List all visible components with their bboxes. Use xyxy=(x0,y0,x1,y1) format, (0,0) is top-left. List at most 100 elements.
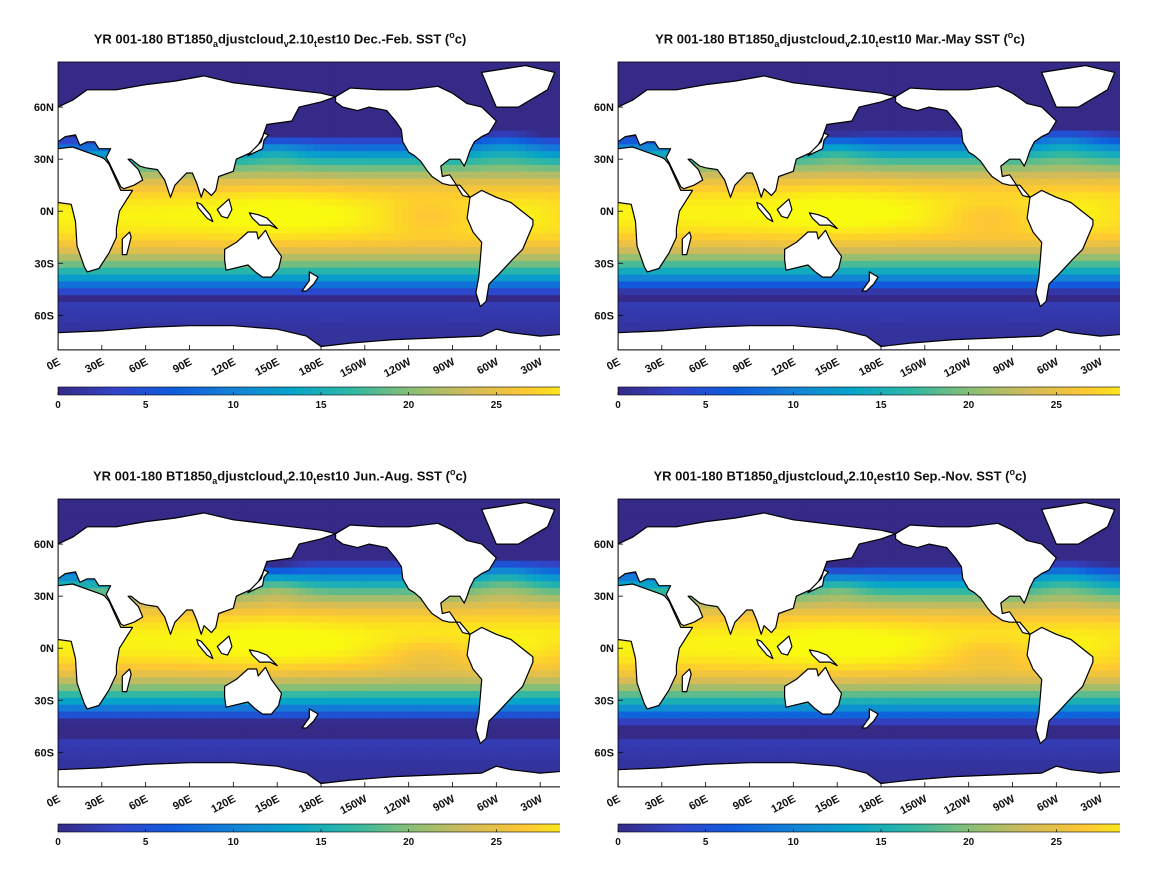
sst-cell xyxy=(131,254,139,262)
sst-cell xyxy=(727,233,736,241)
sst-cell xyxy=(437,322,446,331)
sst-cell xyxy=(109,288,118,296)
sst-cell xyxy=(1100,192,1109,200)
sst-cell xyxy=(474,254,483,262)
sst-cell xyxy=(415,158,424,166)
sst-cell xyxy=(211,199,220,207)
sst-cell xyxy=(58,295,66,303)
sst-cell xyxy=(932,206,941,214)
sst-cell xyxy=(1034,164,1043,173)
sst-cell xyxy=(408,68,417,77)
sst-cell xyxy=(881,164,889,173)
sst-cell xyxy=(647,68,656,77)
sst-cell xyxy=(924,82,933,91)
sst-cell xyxy=(372,233,381,241)
sst-cell xyxy=(489,137,497,145)
sst-cell xyxy=(844,151,853,159)
sst-cell xyxy=(1100,178,1109,187)
sst-cell xyxy=(910,199,919,207)
sst-cell xyxy=(269,144,278,152)
sst-cell xyxy=(306,288,315,296)
sst-cell xyxy=(430,68,439,77)
sst-cell xyxy=(510,192,519,200)
sst-cell xyxy=(851,144,860,152)
sst-cell xyxy=(518,110,527,118)
sst-cell xyxy=(255,302,264,310)
sst-cell xyxy=(800,75,809,84)
sst-cell xyxy=(859,130,867,139)
sst-cell xyxy=(277,226,286,235)
sst-cell xyxy=(474,137,483,145)
sst-cell xyxy=(364,171,373,180)
sst-cell xyxy=(786,212,794,221)
sst-cell xyxy=(844,212,853,221)
sst-cell xyxy=(196,254,205,262)
sst-cell xyxy=(350,315,359,324)
sst-cell xyxy=(749,62,758,70)
sst-cell xyxy=(786,75,794,84)
sst-cell xyxy=(269,123,278,132)
sst-cell xyxy=(313,206,322,214)
sst-cell xyxy=(131,185,139,193)
sst-cell xyxy=(284,62,293,70)
sst-cell xyxy=(902,75,911,84)
sst-cell xyxy=(954,178,962,187)
sst-cell xyxy=(291,206,300,214)
sst-cell xyxy=(1114,151,1123,159)
sst-cell xyxy=(401,254,410,262)
sst-cell xyxy=(540,247,549,255)
sst-cell xyxy=(430,212,439,221)
sst-cell xyxy=(518,329,527,337)
sst-cell xyxy=(691,233,699,241)
sst-cell xyxy=(873,82,882,91)
sst-cell xyxy=(262,274,271,283)
sst-cell xyxy=(350,158,359,166)
sst-cell xyxy=(625,82,634,91)
sst-cell xyxy=(632,89,641,97)
sst-cell xyxy=(532,240,541,248)
sst-cell xyxy=(196,281,205,289)
sst-cell xyxy=(815,226,824,235)
sst-cell xyxy=(888,206,897,214)
sst-cell xyxy=(815,75,824,84)
sst-cell xyxy=(1056,151,1065,159)
sst-cell xyxy=(496,110,505,118)
sst-cell xyxy=(932,137,941,145)
sst-cell xyxy=(401,295,410,303)
sst-cell xyxy=(335,288,344,296)
sst-cell xyxy=(844,226,853,235)
sst-cell xyxy=(946,82,955,91)
sst-cell xyxy=(954,62,962,70)
sst-cell xyxy=(401,178,410,187)
sst-cell xyxy=(793,192,802,200)
sst-cell xyxy=(815,62,824,70)
colorbar-tick-label: 10 xyxy=(228,400,240,411)
sst-cell xyxy=(430,322,439,331)
sst-cell xyxy=(357,116,366,125)
sst-cell xyxy=(554,288,563,296)
sst-cell xyxy=(145,322,154,331)
sst-cell xyxy=(676,240,685,248)
sst-cell xyxy=(990,212,999,221)
sst-cell xyxy=(837,62,846,70)
sst-cell xyxy=(764,68,773,77)
sst-cell xyxy=(1078,185,1087,193)
sst-cell xyxy=(474,322,483,331)
sst-cell xyxy=(1012,82,1021,91)
sst-cell xyxy=(182,315,191,324)
sst-cell xyxy=(1107,82,1116,91)
sst-cell xyxy=(547,315,556,324)
sst-cell xyxy=(829,123,838,132)
sst-cell xyxy=(822,206,831,214)
sst-cell xyxy=(786,185,794,193)
sst-cell xyxy=(851,82,860,91)
sst-cell xyxy=(647,75,656,84)
sst-cell xyxy=(452,158,461,166)
sst-cell xyxy=(895,233,904,241)
sst-cell xyxy=(174,206,183,214)
sst-cell xyxy=(844,158,853,166)
sst-cell xyxy=(335,110,344,118)
sst-cell xyxy=(1012,68,1021,77)
sst-cell xyxy=(489,281,497,289)
sst-cell xyxy=(518,260,527,269)
